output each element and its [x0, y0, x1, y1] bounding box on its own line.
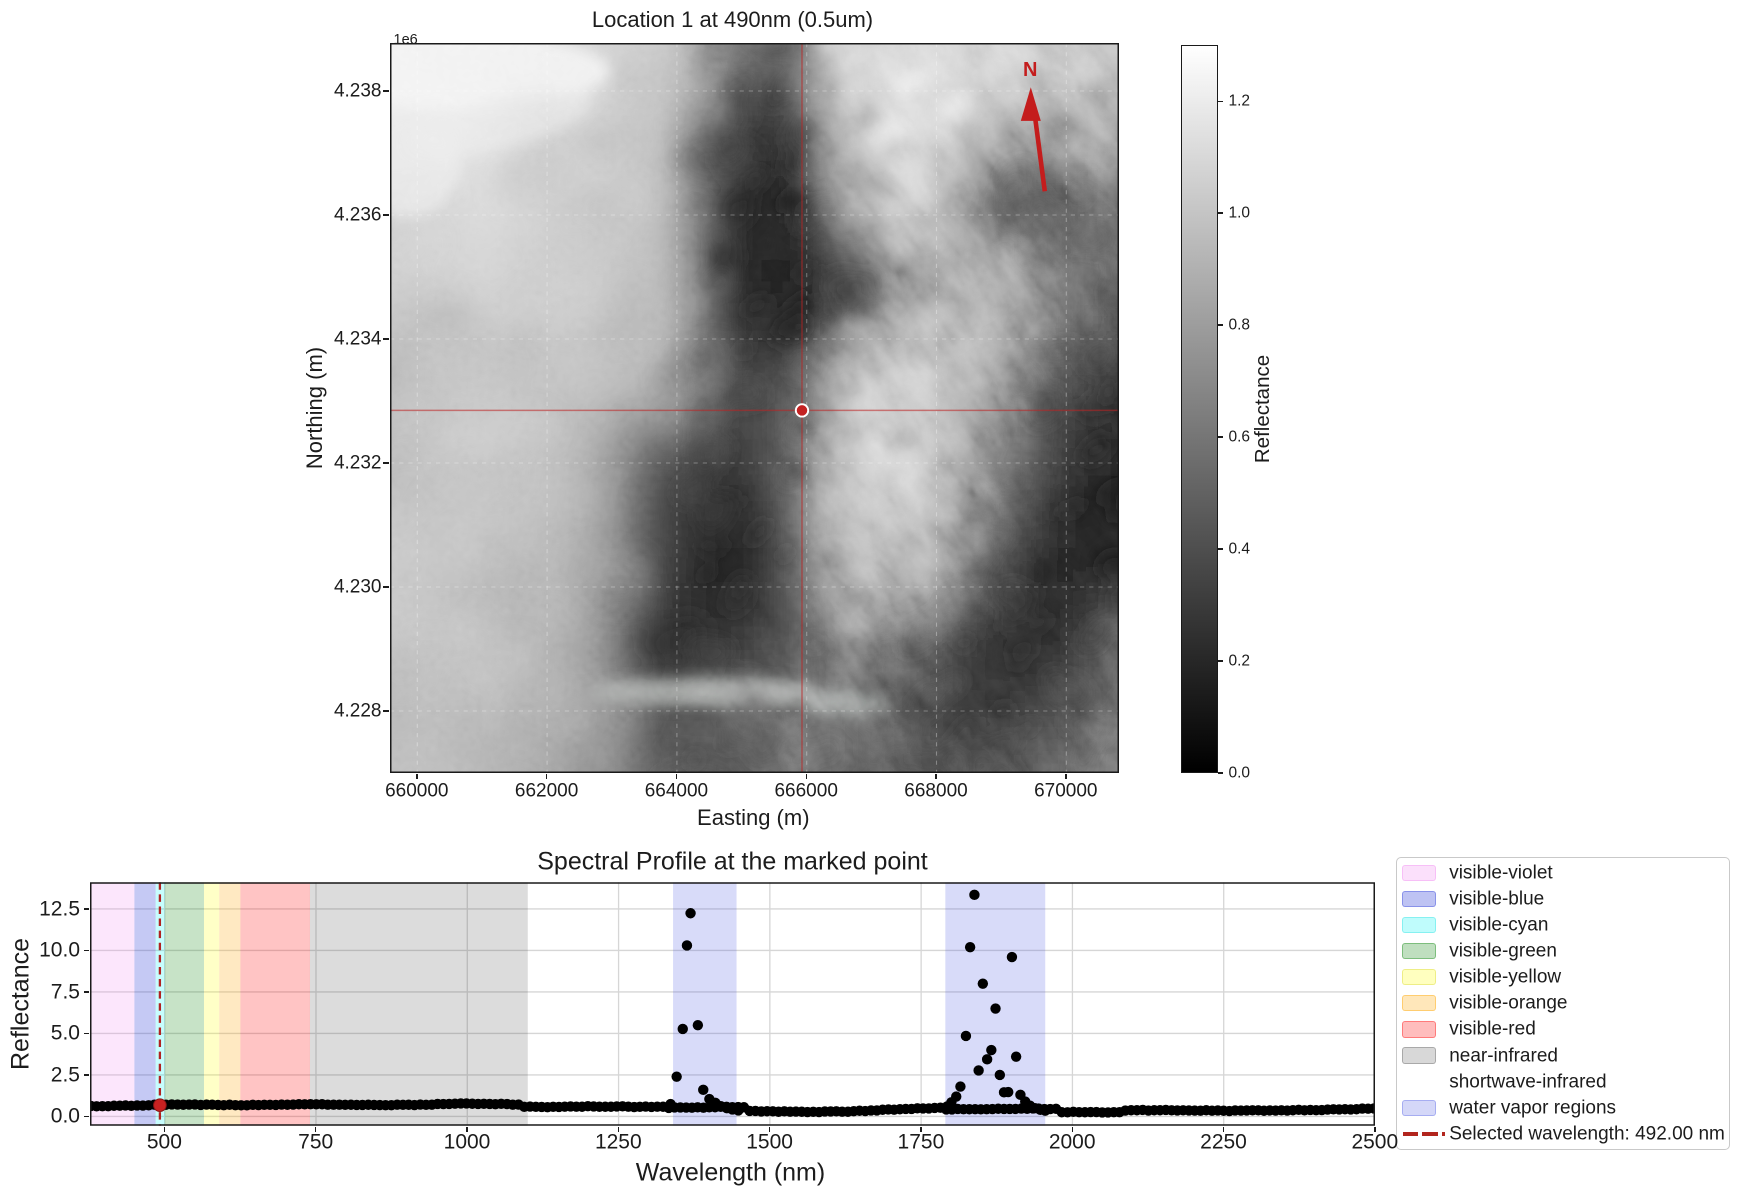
- svg-text:N: N: [1023, 59, 1037, 81]
